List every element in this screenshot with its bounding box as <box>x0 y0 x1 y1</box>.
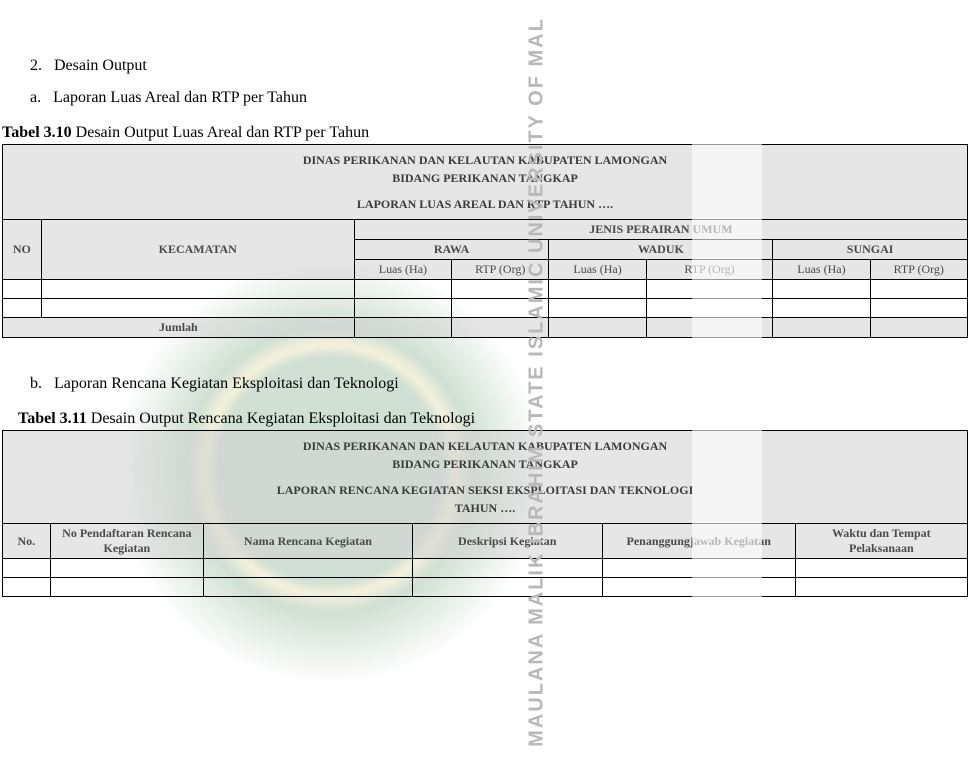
col-kecamatan: KECAMATAN <box>41 220 354 280</box>
table2-title-line1: DINAS PERIKANAN DAN KELAUTAN KABUPATEN L… <box>5 437 965 455</box>
col-waduk-luas: Luas (Ha) <box>549 260 646 280</box>
table-3-10-caption: Tabel 3.10 Desain Output Luas Areal dan … <box>2 124 972 142</box>
list-item-b: b. Laporan Rencana Kegiatan Eksploitasi … <box>30 368 972 400</box>
col-no-pendaftaran: No Pendaftaran Rencana Kegiatan <box>50 524 204 559</box>
page-content: 2. Desain Output a. Laporan Luas Areal d… <box>0 0 972 597</box>
table1-jumlah-row: Jumlah <box>3 318 968 338</box>
col-sungai-luas: Luas (Ha) <box>773 260 870 280</box>
table1-title-line1: DINAS PERIKANAN DAN KELAUTAN KABUPATEN L… <box>5 151 965 169</box>
table-luas-areal-rtp: DINAS PERIKANAN DAN KELAUTAN KABUPATEN L… <box>2 144 968 338</box>
list-text: Laporan Rencana Kegiatan Eksploitasi dan… <box>54 375 399 392</box>
col-rawa: RAWA <box>354 240 549 260</box>
table-row <box>3 559 968 578</box>
list-number: 2. <box>30 57 42 74</box>
col-deskripsi: Deskripsi Kegiatan <box>412 524 602 559</box>
table2-title-row: DINAS PERIKANAN DAN KELAUTAN KABUPATEN L… <box>3 431 968 524</box>
table1-title-row: DINAS PERIKANAN DAN KELAUTAN KABUPATEN L… <box>3 145 968 220</box>
list-text: Laporan Luas Areal dan RTP per Tahun <box>53 89 307 106</box>
table1-title-line3: LAPORAN LUAS AREAL DAN RTP TAHUN …. <box>5 195 965 213</box>
col-waktu-tempat: Waktu dan Tempat Pelaksanaan <box>795 524 967 559</box>
table2-title-line4: TAHUN …. <box>5 499 965 517</box>
caption-bold: Tabel 3.10 <box>2 124 72 141</box>
col-nama-rencana: Nama Rencana Kegiatan <box>204 524 413 559</box>
list-text: Desain Output <box>54 57 147 74</box>
list-letter: b. <box>30 375 42 392</box>
table1-title-line2: BIDANG PERIKANAN TANGKAP <box>5 169 965 187</box>
table1-header-row-1: NO KECAMATAN JENIS PERAIRAN UMUM <box>3 220 968 240</box>
list-item-a: a. Laporan Luas Areal dan RTP per Tahun <box>30 82 972 114</box>
col-sungai: SUNGAI <box>773 240 968 260</box>
table-3-11-caption: Tabel 3.11 Desain Output Rencana Kegiata… <box>18 410 972 428</box>
table-row <box>3 578 968 597</box>
list-letter: a. <box>30 89 41 106</box>
col-sungai-rtp: RTP (Org) <box>870 260 967 280</box>
table2-title-line3: LAPORAN RENCANA KEGIATAN SEKSI EKSPLOITA… <box>5 481 965 499</box>
table2-title-line2: BIDANG PERIKANAN TANGKAP <box>5 455 965 473</box>
caption-bold: Tabel 3.11 <box>18 410 87 427</box>
col-no: No. <box>3 524 51 559</box>
caption-rest: Desain Output Rencana Kegiatan Eksploita… <box>87 410 475 427</box>
table2-header-row: No. No Pendaftaran Rencana Kegiatan Nama… <box>3 524 968 559</box>
col-rawa-rtp: RTP (Org) <box>452 260 549 280</box>
table-row <box>3 299 968 318</box>
col-waduk-rtp: RTP (Org) <box>646 260 773 280</box>
jumlah-label: Jumlah <box>3 318 355 338</box>
col-penanggungjawab: Penanggungjawab Kegiatan <box>602 524 795 559</box>
col-rawa-luas: Luas (Ha) <box>354 260 451 280</box>
col-waduk: WADUK <box>549 240 773 260</box>
caption-rest: Desain Output Luas Areal dan RTP per Tah… <box>72 124 369 141</box>
table-row <box>3 280 968 299</box>
list-item-2: 2. Desain Output <box>30 50 972 82</box>
col-jenis-perairan: JENIS PERAIRAN UMUM <box>354 220 967 240</box>
col-no: NO <box>3 220 42 280</box>
table-rencana-kegiatan: DINAS PERIKANAN DAN KELAUTAN KABUPATEN L… <box>2 430 968 597</box>
